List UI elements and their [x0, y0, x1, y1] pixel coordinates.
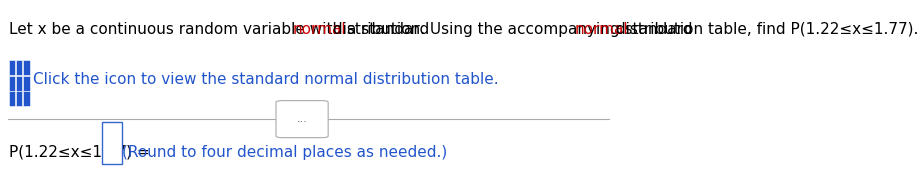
Text: P(1.22≤x≤1.77) =: P(1.22≤x≤1.77) =	[9, 144, 150, 160]
FancyBboxPatch shape	[24, 60, 29, 75]
FancyBboxPatch shape	[276, 101, 328, 138]
FancyBboxPatch shape	[9, 76, 15, 91]
Text: Click the icon to view the standard normal distribution table.: Click the icon to view the standard norm…	[33, 72, 499, 87]
FancyBboxPatch shape	[17, 91, 22, 106]
FancyBboxPatch shape	[17, 60, 22, 75]
Text: normal: normal	[292, 22, 346, 37]
FancyBboxPatch shape	[24, 76, 29, 91]
Text: Let x be a continuous random variable with a standard: Let x be a continuous random variable wi…	[9, 22, 434, 37]
Text: distribution. Using the accompanying standard: distribution. Using the accompanying sta…	[328, 22, 698, 37]
FancyBboxPatch shape	[24, 91, 29, 106]
FancyBboxPatch shape	[9, 60, 15, 75]
Text: normal: normal	[575, 22, 629, 37]
Text: distribution table, find P(1.22≤x≤1.77).: distribution table, find P(1.22≤x≤1.77).	[611, 22, 918, 37]
FancyBboxPatch shape	[17, 76, 22, 91]
Text: (Round to four decimal places as needed.): (Round to four decimal places as needed.…	[122, 144, 448, 160]
Text: ...: ...	[297, 114, 308, 124]
FancyBboxPatch shape	[102, 122, 121, 164]
FancyBboxPatch shape	[9, 91, 15, 106]
